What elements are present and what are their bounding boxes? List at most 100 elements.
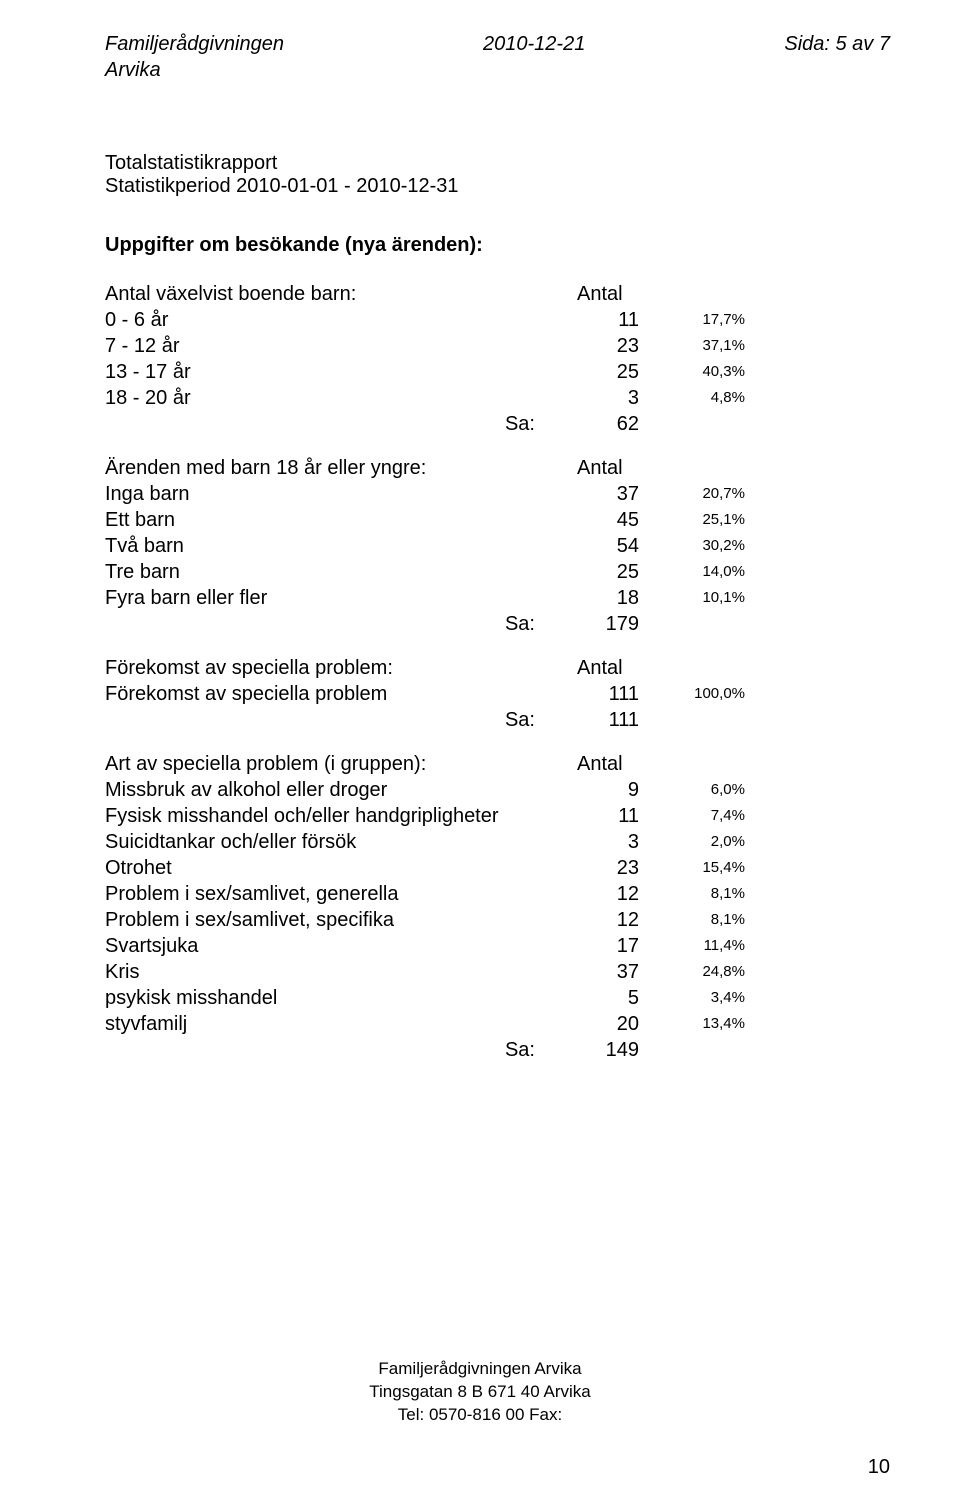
stat-percent: 7,4% (645, 803, 745, 829)
group-title: Ärenden med barn 18 år eller yngre: (105, 455, 545, 481)
stat-label: Två barn (105, 533, 545, 559)
stat-value: 54 (545, 533, 645, 559)
stat-groups: Antal växelvist boende barn:Antal0 - 6 å… (105, 281, 890, 1063)
total-label: Sa: (105, 411, 545, 437)
total-label: Sa: (105, 707, 545, 733)
column-header-antal: Antal (545, 751, 645, 777)
stat-percent: 100,0% (645, 681, 745, 707)
stat-percent: 6,0% (645, 777, 745, 803)
group-total: Sa:62 (105, 411, 890, 437)
stat-value: 9 (545, 777, 645, 803)
stat-row: Problem i sex/samlivet, specifika128,1% (105, 907, 890, 933)
stat-percent: 30,2% (645, 533, 745, 559)
footer-line-3: Tel: 0570-816 00 Fax: (0, 1404, 960, 1427)
stat-row: Fyra barn eller fler1810,1% (105, 585, 890, 611)
page-number: 10 (868, 1456, 890, 1479)
stat-percent: 20,7% (645, 481, 745, 507)
header-org: Familjerådgivningen (105, 32, 284, 57)
stat-label: 18 - 20 år (105, 385, 545, 411)
stat-percent: 15,4% (645, 855, 745, 881)
stat-value: 25 (545, 559, 645, 585)
stat-label: Suicidtankar och/eller försök (105, 829, 545, 855)
stat-percent: 25,1% (645, 507, 745, 533)
stat-percent: 17,7% (645, 307, 745, 333)
stat-label: Svartsjuka (105, 933, 545, 959)
report-title-1: Totalstatistikrapport (105, 152, 890, 175)
stat-percent: 11,4% (645, 933, 745, 959)
stat-value: 11 (545, 803, 645, 829)
stat-label: 7 - 12 år (105, 333, 545, 359)
stat-label: Ett barn (105, 507, 545, 533)
column-header-antal: Antal (545, 281, 645, 307)
stat-row: Förekomst av speciella problem111100,0% (105, 681, 890, 707)
section-heading: Uppgifter om besökande (nya ärenden): (105, 234, 890, 257)
stat-row: Ett barn4525,1% (105, 507, 890, 533)
stat-row: styvfamilj2013,4% (105, 1011, 890, 1037)
stat-percent: 8,1% (645, 907, 745, 933)
stat-row: Missbruk av alkohol eller droger96,0% (105, 777, 890, 803)
group-heading: Ärenden med barn 18 år eller yngre:Antal (105, 455, 890, 481)
stat-percent: 10,1% (645, 585, 745, 611)
stat-value: 11 (545, 307, 645, 333)
stat-percent: 3,4% (645, 985, 745, 1011)
stat-value: 23 (545, 855, 645, 881)
group-heading: Antal växelvist boende barn:Antal (105, 281, 890, 307)
stat-value: 18 (545, 585, 645, 611)
stat-value: 12 (545, 907, 645, 933)
stat-label: psykisk misshandel (105, 985, 545, 1011)
stat-row: Otrohet2315,4% (105, 855, 890, 881)
stat-label: Problem i sex/samlivet, specifika (105, 907, 545, 933)
stat-label: styvfamilj (105, 1011, 545, 1037)
stat-value: 37 (545, 481, 645, 507)
page-header: Familjerådgivningen 2010-12-21 Sida: 5 a… (105, 32, 890, 57)
stat-label: Fysisk misshandel och/eller handgripligh… (105, 803, 545, 829)
stat-label: Otrohet (105, 855, 545, 881)
stat-value: 12 (545, 881, 645, 907)
total-value: 62 (545, 411, 645, 437)
stat-value: 111 (545, 681, 645, 707)
report-title-2: Statistikperiod 2010-01-01 - 2010-12-31 (105, 175, 890, 198)
header-date: 2010-12-21 (483, 32, 585, 57)
stat-percent: 8,1% (645, 881, 745, 907)
stat-label: Missbruk av alkohol eller droger (105, 777, 545, 803)
stat-label: Tre barn (105, 559, 545, 585)
page: Familjerådgivningen 2010-12-21 Sida: 5 a… (0, 0, 960, 1497)
group-heading: Art av speciella problem (i gruppen):Ant… (105, 751, 890, 777)
stat-percent: 24,8% (645, 959, 745, 985)
group-total: Sa:179 (105, 611, 890, 637)
stat-value: 20 (545, 1011, 645, 1037)
stat-row: Tre barn2514,0% (105, 559, 890, 585)
footer-line-2: Tingsgatan 8 B 671 40 Arvika (0, 1381, 960, 1404)
stat-row: Suicidtankar och/eller försök32,0% (105, 829, 890, 855)
stat-value: 3 (545, 829, 645, 855)
stat-label: Inga barn (105, 481, 545, 507)
total-value: 149 (545, 1037, 645, 1063)
group-total: Sa:149 (105, 1037, 890, 1063)
stat-label: 0 - 6 år (105, 307, 545, 333)
footer-line-1: Familjerådgivningen Arvika (0, 1358, 960, 1381)
stat-row: Två barn5430,2% (105, 533, 890, 559)
column-header-antal: Antal (545, 655, 645, 681)
total-value: 111 (545, 707, 645, 733)
column-header-antal: Antal (545, 455, 645, 481)
stat-percent: 4,8% (645, 385, 745, 411)
stat-percent: 14,0% (645, 559, 745, 585)
stat-value: 37 (545, 959, 645, 985)
stat-row: Fysisk misshandel och/eller handgripligh… (105, 803, 890, 829)
stat-value: 17 (545, 933, 645, 959)
stat-row: Kris3724,8% (105, 959, 890, 985)
header-page-label: Sida: 5 av 7 (784, 32, 890, 57)
stat-row: 18 - 20 år34,8% (105, 385, 890, 411)
stat-percent: 13,4% (645, 1011, 745, 1037)
stat-value: 5 (545, 985, 645, 1011)
stat-row: 0 - 6 år1117,7% (105, 307, 890, 333)
total-value: 179 (545, 611, 645, 637)
stat-row: 7 - 12 år2337,1% (105, 333, 890, 359)
stat-label: Problem i sex/samlivet, generella (105, 881, 545, 907)
stat-label: Förekomst av speciella problem (105, 681, 545, 707)
total-label: Sa: (105, 1037, 545, 1063)
stat-value: 25 (545, 359, 645, 385)
header-city: Arvika (105, 59, 890, 82)
total-label: Sa: (105, 611, 545, 637)
stat-percent: 37,1% (645, 333, 745, 359)
